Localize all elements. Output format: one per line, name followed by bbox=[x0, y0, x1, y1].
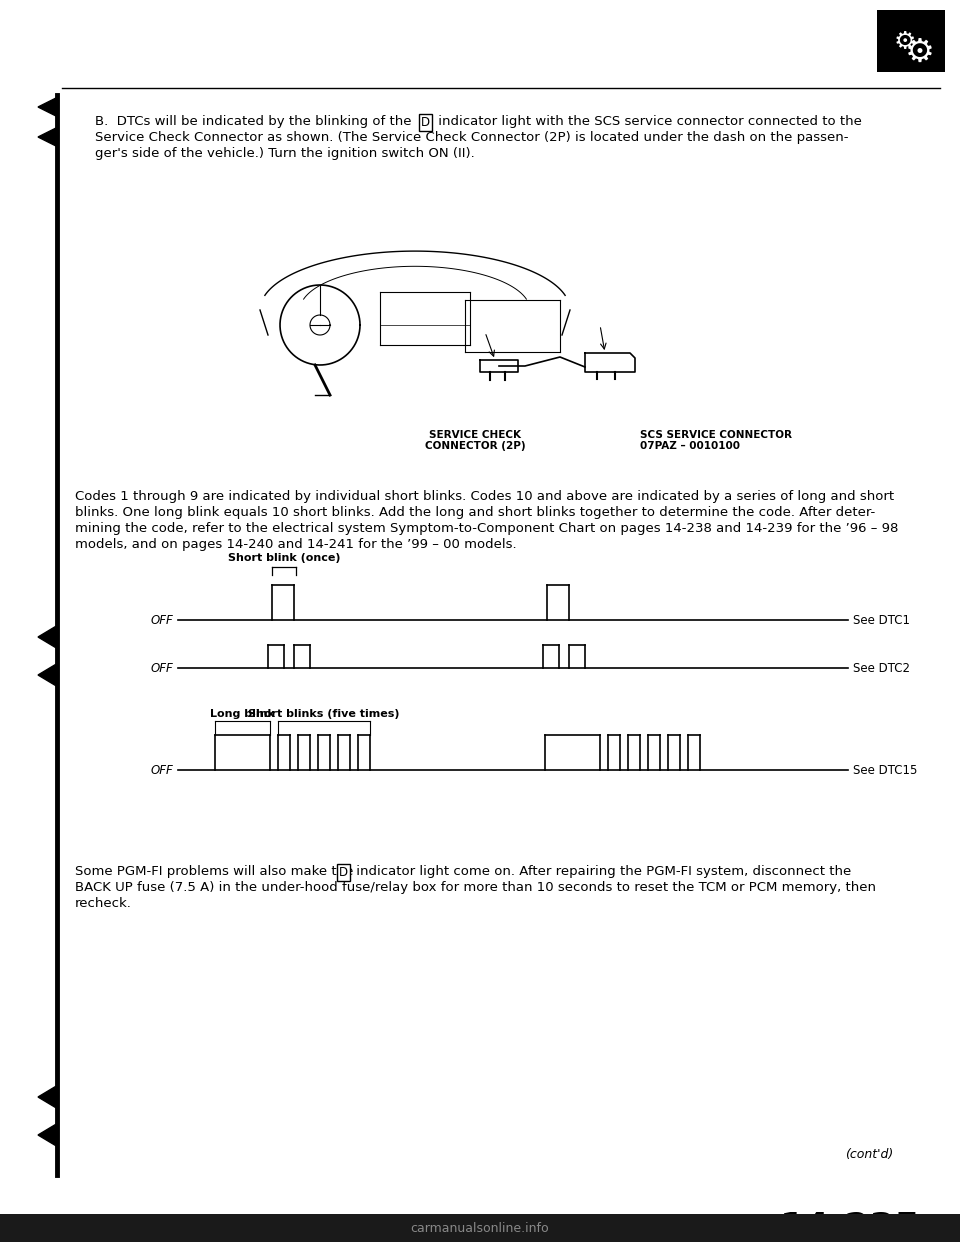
Text: OFF: OFF bbox=[151, 614, 173, 626]
Text: D: D bbox=[421, 116, 430, 129]
Text: Long blink: Long blink bbox=[210, 709, 275, 719]
Text: indicator light come on. After repairing the PGM-FI system, disconnect the: indicator light come on. After repairing… bbox=[352, 864, 852, 878]
Polygon shape bbox=[38, 97, 58, 117]
Text: SCS SERVICE CONNECTOR: SCS SERVICE CONNECTOR bbox=[640, 430, 792, 440]
Text: Some PGM-FI problems will also make the: Some PGM-FI problems will also make the bbox=[75, 864, 358, 878]
Text: BACK UP fuse (7.5 A) in the under-hood fuse/relay box for more than 10 seconds t: BACK UP fuse (7.5 A) in the under-hood f… bbox=[75, 881, 876, 894]
Text: ger's side of the vehicle.) Turn the ignition switch ON (II).: ger's side of the vehicle.) Turn the ign… bbox=[95, 147, 475, 160]
Polygon shape bbox=[38, 625, 58, 650]
Polygon shape bbox=[38, 1123, 58, 1148]
Text: Short blinks (five times): Short blinks (five times) bbox=[249, 709, 399, 719]
Text: ⚙: ⚙ bbox=[894, 30, 916, 53]
Text: See DTC2: See DTC2 bbox=[853, 662, 910, 674]
Text: indicator light with the SCS service connector connected to the: indicator light with the SCS service con… bbox=[434, 116, 862, 128]
Text: (cont'd): (cont'd) bbox=[845, 1148, 893, 1161]
Bar bbox=[877, 10, 945, 72]
Text: Codes 1 through 9 are indicated by individual short blinks. Codes 10 and above a: Codes 1 through 9 are indicated by indiv… bbox=[75, 491, 894, 503]
Bar bbox=[0, 1213, 960, 1242]
Text: carmanualsonline.info: carmanualsonline.info bbox=[411, 1221, 549, 1235]
Text: recheck.: recheck. bbox=[75, 897, 132, 910]
Text: blinks. One long blink equals 10 short blinks. Add the long and short blinks tog: blinks. One long blink equals 10 short b… bbox=[75, 505, 876, 519]
Polygon shape bbox=[38, 1086, 58, 1109]
Text: See DTC1: See DTC1 bbox=[853, 614, 910, 626]
Polygon shape bbox=[38, 663, 58, 687]
Text: B.  DTCs will be indicated by the blinking of the: B. DTCs will be indicated by the blinkin… bbox=[95, 116, 416, 128]
Text: 07PAZ – 0010100: 07PAZ – 0010100 bbox=[640, 441, 740, 451]
Text: SERVICE CHECK: SERVICE CHECK bbox=[429, 430, 521, 440]
Text: OFF: OFF bbox=[151, 764, 173, 776]
Text: Service Check Connector as shown. (The Service Check Connector (2P) is located u: Service Check Connector as shown. (The S… bbox=[95, 130, 849, 144]
Text: See DTC15: See DTC15 bbox=[853, 764, 918, 776]
Text: Short blink (once): Short blink (once) bbox=[228, 553, 340, 563]
Text: mining the code, refer to the electrical system Symptom-to-Component Chart on pa: mining the code, refer to the electrical… bbox=[75, 522, 899, 535]
Text: CONNECTOR (2P): CONNECTOR (2P) bbox=[424, 441, 525, 451]
Text: OFF: OFF bbox=[151, 662, 173, 674]
Text: ⚙: ⚙ bbox=[905, 36, 935, 68]
Text: models, and on pages 14-240 and 14-241 for the ’99 – 00 models.: models, and on pages 14-240 and 14-241 f… bbox=[75, 538, 516, 551]
Text: 14-235: 14-235 bbox=[780, 1210, 921, 1242]
Polygon shape bbox=[38, 127, 58, 147]
Text: D: D bbox=[339, 866, 348, 879]
